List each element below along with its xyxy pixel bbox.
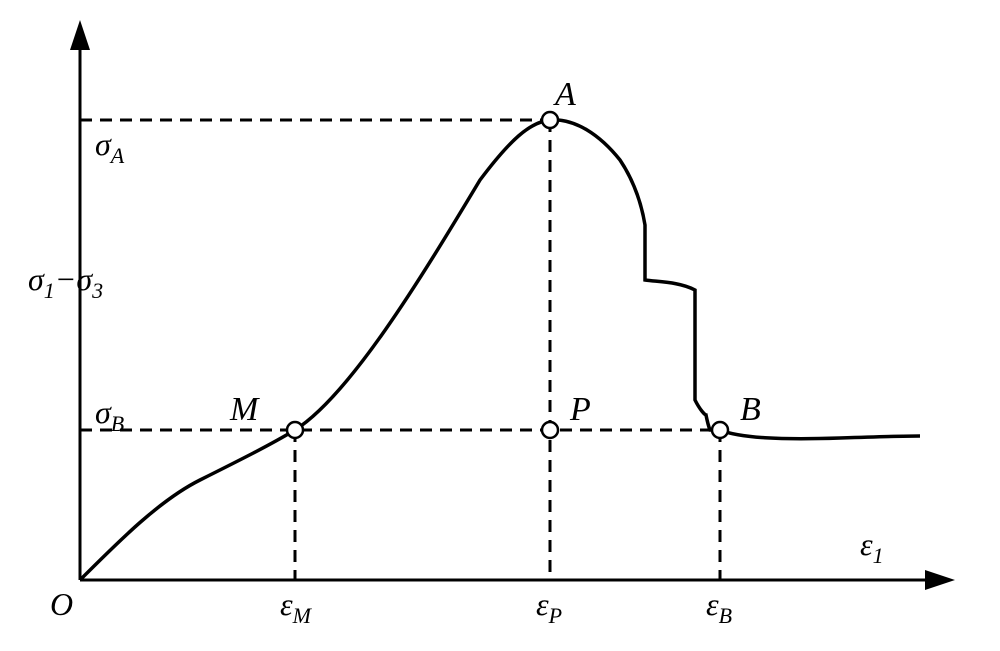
chart-svg: σ1−σ3 ε1 O σA σB A M P B εM εP — [0, 0, 1000, 651]
point-a-label: A — [553, 76, 576, 113]
y-axis-arrow — [70, 20, 90, 50]
sigma-a-label: σA — [95, 126, 125, 168]
sigma-b-label: σB — [95, 394, 124, 436]
y-axis-label: σ1−σ3 — [28, 261, 103, 303]
eps-m-label: εM — [280, 586, 313, 628]
eps-b-label: εB — [706, 586, 732, 628]
stress-strain-curve — [80, 120, 920, 580]
eps-p-label: εP — [536, 586, 562, 628]
x-axis-label: ε1 — [860, 526, 884, 568]
x-axis-arrow — [925, 570, 955, 590]
point-m-marker — [287, 422, 303, 438]
origin-label: O — [50, 586, 73, 622]
point-p-marker — [542, 422, 558, 438]
stress-strain-chart: σ1−σ3 ε1 O σA σB A M P B εM εP — [0, 0, 1000, 651]
point-p-label: P — [569, 391, 591, 428]
point-m-label: M — [229, 391, 260, 428]
point-b-marker — [712, 422, 728, 438]
point-b-label: B — [740, 391, 761, 428]
point-a-marker — [542, 112, 558, 128]
